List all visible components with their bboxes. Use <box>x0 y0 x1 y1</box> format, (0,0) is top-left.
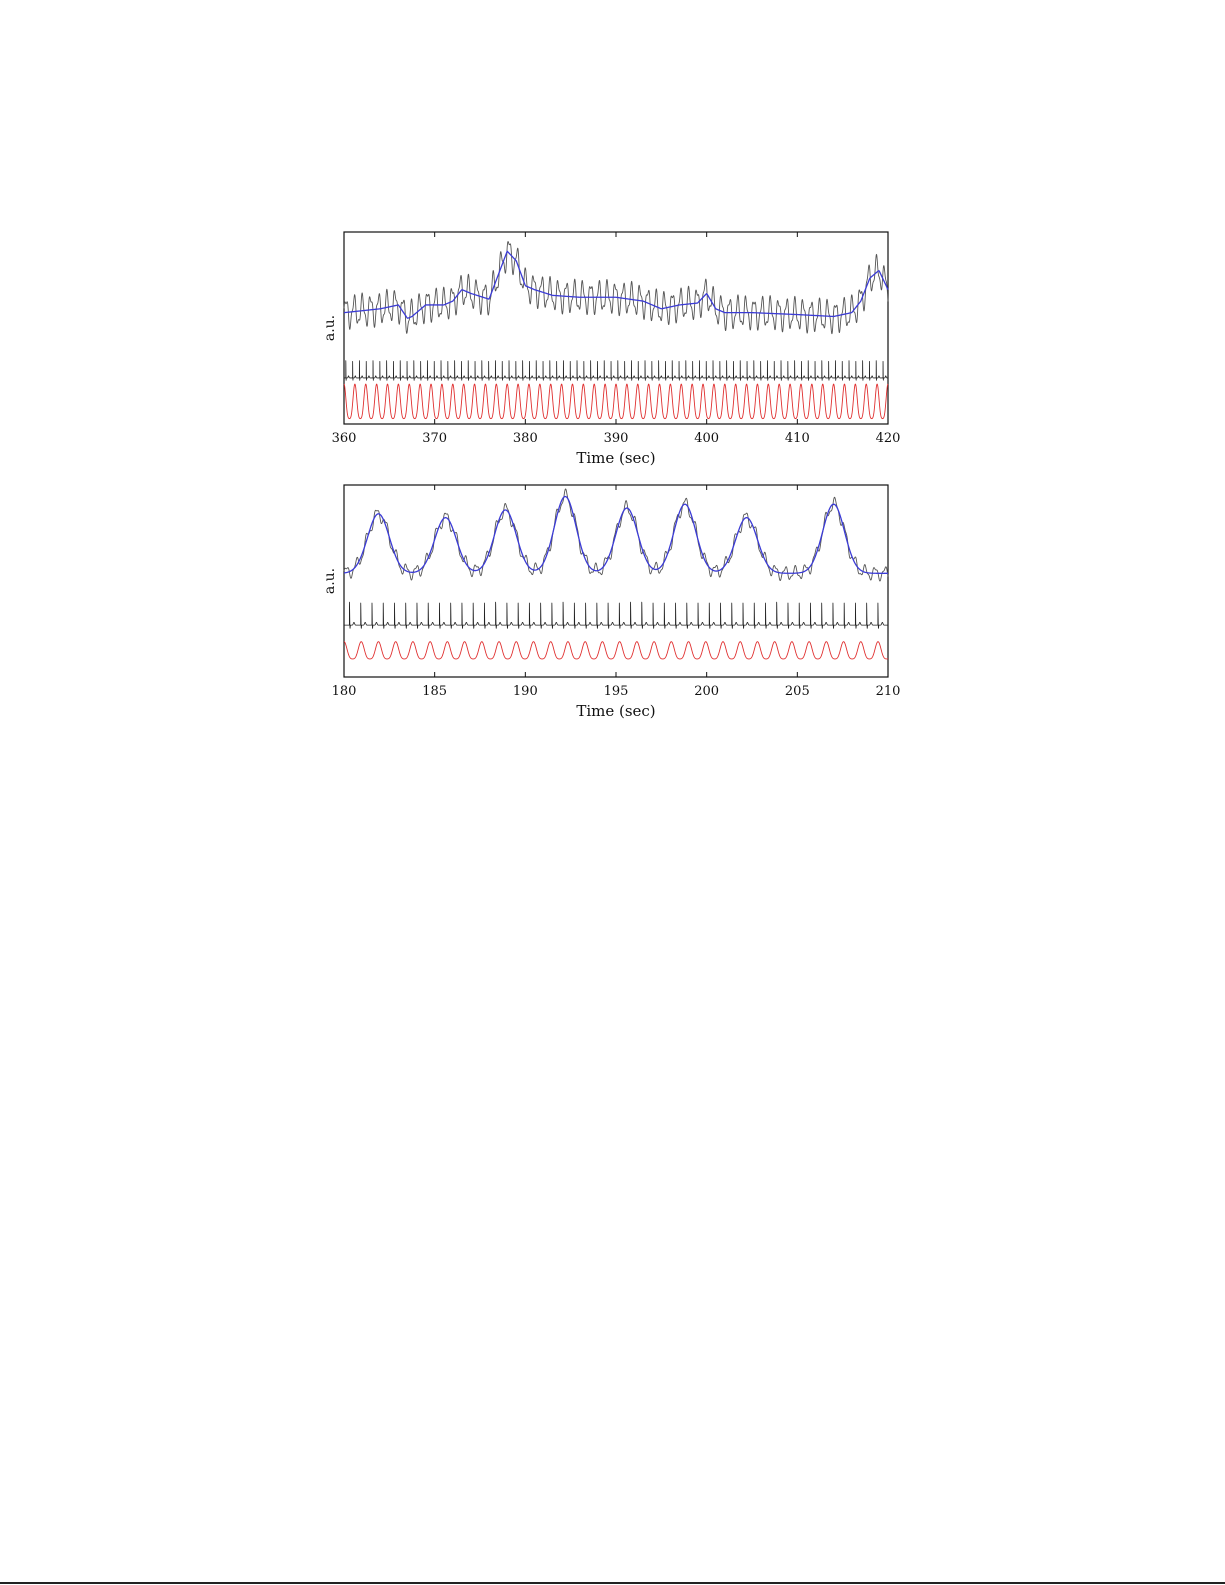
top-xtick-label: 360 <box>332 431 357 446</box>
bottom-panel-ticks: 180 185 190 195 200 205 210 <box>332 485 901 699</box>
top-xtick-label: 370 <box>422 431 447 446</box>
bottom-xtick-label: 190 <box>513 684 538 699</box>
top-panel-xlabel: Time (sec) <box>576 449 655 467</box>
bottom-panel-traces <box>343 488 889 660</box>
top-panel-ylabel: a.u. <box>322 315 338 341</box>
bottom-xtick-label: 210 <box>876 684 901 699</box>
bottom-xtick-label: 185 <box>422 684 447 699</box>
top-panel: 360 370 380 390 400 410 420 Time (sec) a.u. <box>322 231 901 467</box>
bottom-xtick-label: 200 <box>694 684 719 699</box>
top-xtick-label: 390 <box>604 431 629 446</box>
bottom-xtick-label: 195 <box>604 684 629 699</box>
top-smooth-signal-line <box>343 250 889 319</box>
bottom-panel-ylabel: a.u. <box>322 568 338 594</box>
bottom-panel-xlabel: Time (sec) <box>576 702 655 720</box>
top-panel-ticks: 360 370 380 390 400 410 420 <box>332 232 901 446</box>
top-xtick-label: 380 <box>513 431 538 446</box>
bottom-xtick-label: 180 <box>332 684 357 699</box>
top-raw-signal-line <box>343 241 889 335</box>
top-xtick-label: 410 <box>785 431 810 446</box>
bottom-panel: 180 185 190 195 200 205 210 Time (sec) a.u. <box>322 484 901 720</box>
page-bottom-rule <box>0 1582 1225 1584</box>
bottom-smooth-signal-line <box>343 495 888 574</box>
bottom-xtick-label: 205 <box>785 684 810 699</box>
top-xtick-label: 400 <box>694 431 719 446</box>
bottom-ecg-line <box>343 601 889 629</box>
top-panel-traces <box>343 241 889 420</box>
bottom-red-line <box>343 641 889 660</box>
top-xtick-label: 420 <box>876 431 901 446</box>
top-ecg-line <box>343 360 889 381</box>
top-red-line <box>343 383 889 420</box>
